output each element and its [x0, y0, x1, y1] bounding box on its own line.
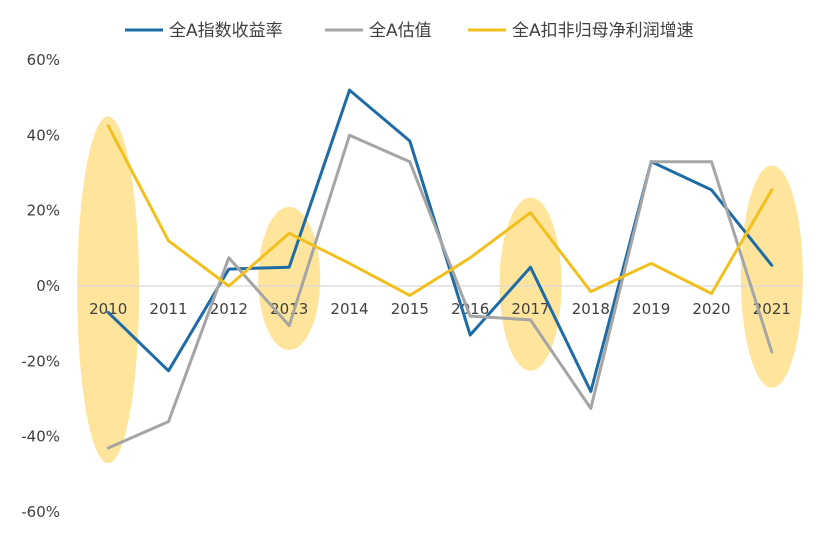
legend-label-1: 全A估值: [369, 21, 432, 41]
x-tick-label: 2014: [330, 300, 368, 318]
x-tick-label: 2020: [692, 300, 730, 318]
y-tick-label: -60%: [21, 503, 60, 521]
highlight-ellipse-2010: [77, 116, 140, 464]
legend-label-0: 全A指数收益率: [169, 21, 283, 41]
highlight-ellipse-2013: [258, 206, 321, 351]
x-tick-label: 2010: [89, 300, 127, 318]
x-axis-tick-labels: 2010 2011 2012 2013 2014 2015 2016 2017 2018 2019…: [89, 300, 791, 318]
x-tick-label: 2011: [149, 300, 187, 318]
x-tick-label: 2017: [511, 300, 549, 318]
x-tick-label: 2012: [210, 300, 248, 318]
highlight-ellipse-2021: [740, 165, 803, 388]
x-tick-label: 2019: [632, 300, 670, 318]
y-tick-label: 0%: [36, 277, 60, 295]
x-tick-label: 2015: [391, 300, 429, 318]
highlight-ellipse-2017: [499, 197, 562, 371]
series-line-2: [106, 124, 774, 297]
y-axis-tick-labels: -60% -40% -20% 0% 20% 40% 60%: [21, 51, 60, 521]
series-lines: [106, 88, 774, 450]
legend: 全A指数收益率 全A估值 全A扣非归母净利润增速: [125, 21, 694, 41]
y-tick-label: -40%: [21, 428, 60, 446]
series-line-1: [106, 133, 774, 450]
legend-label-2: 全A扣非归母净利润增速: [512, 21, 694, 41]
highlight-ellipses: [77, 116, 803, 464]
x-tick-label: 2021: [753, 300, 791, 318]
y-tick-label: 20%: [27, 202, 60, 220]
y-tick-label: 40%: [27, 126, 60, 144]
y-tick-label: 60%: [27, 51, 60, 69]
y-tick-label: -20%: [21, 352, 60, 370]
x-tick-label: 2018: [572, 300, 610, 318]
